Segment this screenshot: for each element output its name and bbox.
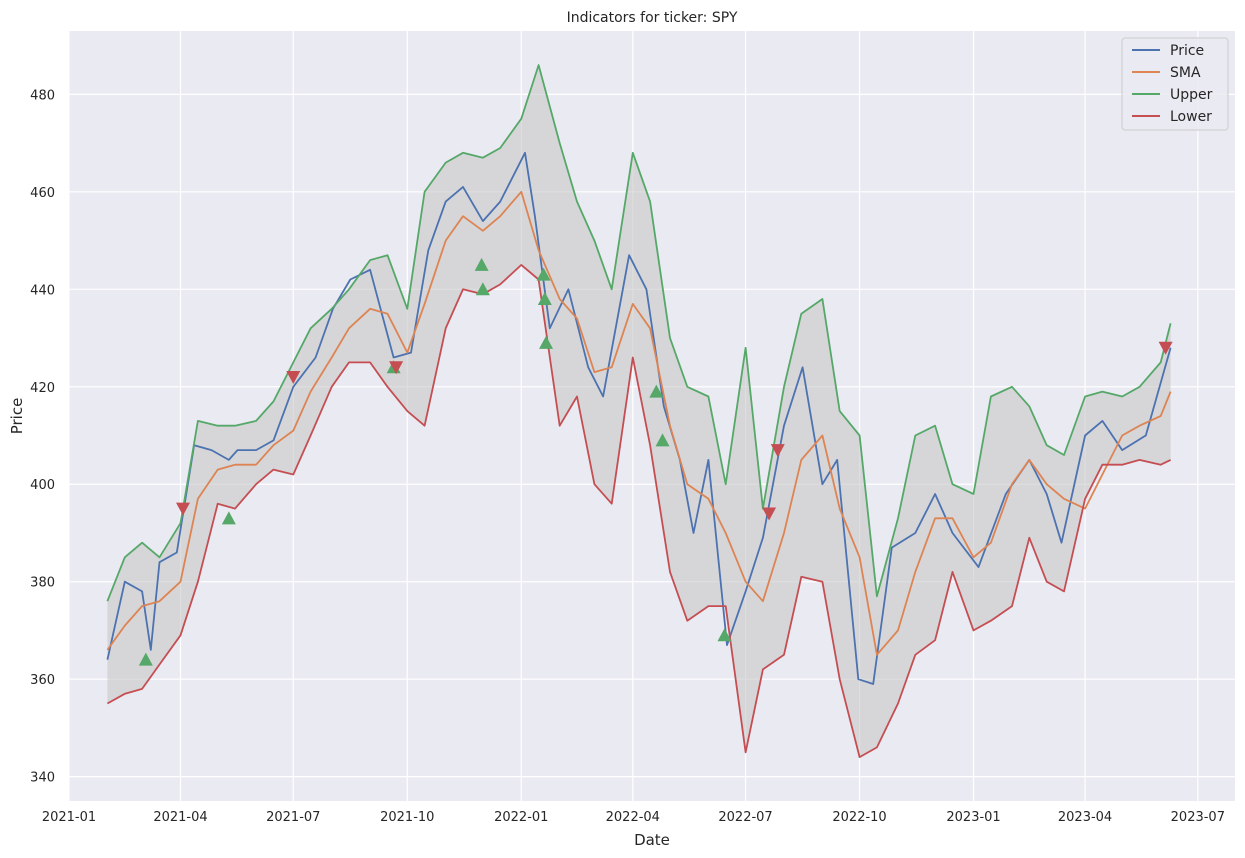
x-axis-title: Date [634, 831, 670, 849]
x-tick-label: 2022-10 [832, 810, 886, 825]
legend-label-lower: Lower [1170, 109, 1212, 125]
x-axis-ticks: 2021-01 2021-04 2021-07 2021-10 2022-01 2022-… [42, 810, 1225, 825]
buy-signal-marker [474, 257, 489, 271]
x-tick-label: 2022-01 [494, 810, 548, 825]
buy-signal-marker [537, 292, 552, 306]
sell-signal-marker [762, 507, 777, 521]
buy-signal-marker [475, 282, 490, 296]
y-axis-title: Price [8, 398, 26, 435]
buy-signal-marker [221, 511, 236, 525]
x-tick-label: 2023-07 [1171, 810, 1225, 825]
sell-signal-marker [175, 502, 190, 516]
sell-signal-marker [770, 444, 785, 458]
buy-signal-marker [655, 433, 670, 447]
series-lines [106, 64, 1172, 758]
series-line-lower [106, 263, 1171, 758]
x-tick-label: 2021-07 [266, 810, 320, 825]
y-tick-label: 440 [30, 283, 55, 298]
buy-signal-marker [649, 384, 664, 398]
x-tick-label: 2022-04 [606, 810, 660, 825]
legend: Price SMA Upper Lower [1121, 37, 1229, 131]
series-line-sma [106, 190, 1172, 656]
y-tick-label: 340 [30, 771, 55, 786]
sell-signal-marker [1158, 341, 1173, 355]
legend-label-price: Price [1170, 43, 1204, 59]
x-tick-label: 2023-01 [946, 810, 1000, 825]
y-tick-label: 480 [30, 88, 55, 103]
signal-markers [138, 257, 1173, 666]
x-tick-label: 2021-10 [380, 810, 434, 825]
x-tick-label: 2022-07 [718, 810, 772, 825]
x-tick-label: 2021-04 [153, 810, 207, 825]
y-tick-label: 400 [30, 478, 55, 493]
bollinger-band-fill [107, 65, 1171, 758]
buy-signal-marker [717, 628, 732, 642]
x-tick-label: 2023-04 [1058, 810, 1112, 825]
sell-signal-marker [389, 361, 404, 375]
y-tick-label: 420 [30, 381, 55, 396]
buy-signal-marker [138, 652, 153, 666]
sell-signal-marker [286, 371, 301, 385]
x-tick-label: 2021-01 [42, 810, 96, 825]
series-line-upper [106, 64, 1172, 602]
legend-box [1121, 37, 1229, 131]
series-line-price [106, 151, 1172, 685]
y-tick-label: 380 [30, 576, 55, 591]
y-tick-label: 360 [30, 673, 55, 688]
buy-signal-marker [539, 335, 554, 349]
legend-label-upper: Upper [1170, 87, 1213, 103]
buy-signal-marker [536, 267, 551, 281]
y-tick-label: 460 [30, 186, 55, 201]
chart-title: Indicators for ticker: SPY [567, 10, 738, 26]
y-axis-ticks: 340 360 380 400 420 440 460 480 [30, 88, 55, 785]
legend-label-sma: SMA [1170, 65, 1201, 81]
